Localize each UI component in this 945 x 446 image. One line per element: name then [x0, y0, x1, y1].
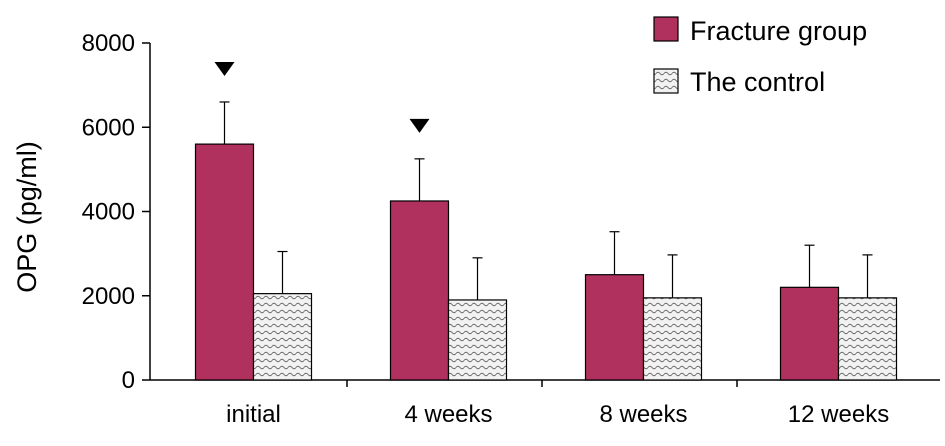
bar — [584, 274, 645, 381]
y-tick-label: 4000 — [82, 199, 135, 226]
x-tick-label: initial — [226, 401, 281, 428]
y-tick-label: 6000 — [82, 114, 135, 141]
legend-swatch-fracture-group — [653, 16, 679, 42]
tick-labels: 0 2000 4000 6000 8000 initial 4 weeks 8 weeks 12… — [82, 30, 890, 428]
y-axis-label: OPG (pg/ml) — [12, 141, 42, 293]
x-tick-label: 8 weeks — [599, 401, 687, 428]
y-tick-label: 8000 — [82, 30, 135, 57]
legend-swatch-the-control — [653, 68, 679, 94]
legend-label-fracture-group: Fracture group — [690, 16, 867, 46]
bars — [194, 61, 898, 381]
bar — [779, 286, 840, 381]
x-tick-label: 4 weeks — [404, 401, 492, 428]
bar — [837, 297, 898, 381]
bar — [447, 299, 508, 381]
bar — [389, 200, 450, 381]
y-tick-label: 0 — [122, 367, 135, 394]
x-tick-label: 12 weeks — [788, 401, 889, 428]
bar — [642, 297, 703, 381]
significance-marker — [409, 118, 430, 133]
legend: Fracture group The control — [653, 16, 867, 97]
bar — [252, 293, 313, 381]
bar — [194, 143, 255, 381]
y-tick-label: 2000 — [82, 283, 135, 310]
significance-marker — [214, 61, 235, 76]
legend-label-the-control: The control — [690, 67, 825, 97]
